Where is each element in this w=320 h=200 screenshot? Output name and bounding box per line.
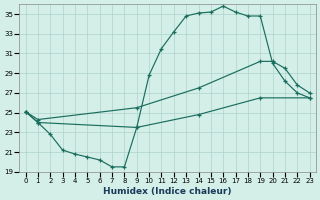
X-axis label: Humidex (Indice chaleur): Humidex (Indice chaleur) bbox=[103, 187, 232, 196]
